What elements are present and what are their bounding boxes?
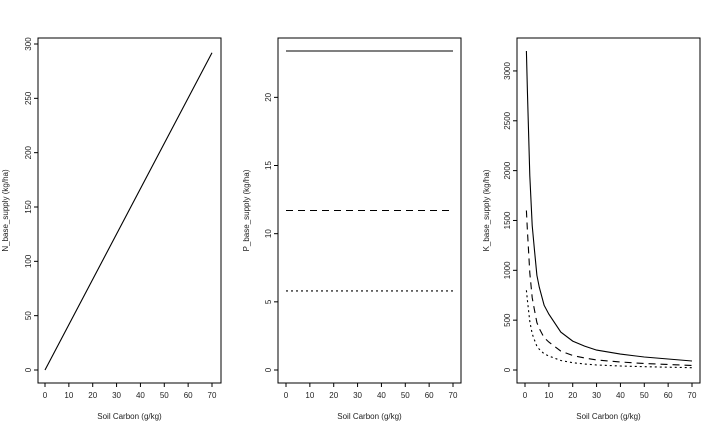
x-tick-label: 0 xyxy=(523,391,528,400)
chart-panel-2: 0 10 20 30 40 50 60 70 0 5 10 15 20 Soil Carbon (g/kg… xyxy=(242,37,462,421)
y-tick-label: 2000 xyxy=(503,161,512,179)
x-tick-label: 30 xyxy=(592,391,601,400)
x-tick-label: 60 xyxy=(425,391,434,400)
y-tick-label: 0 xyxy=(24,367,33,372)
y-axis-label: P_base_supply (kg/ha) xyxy=(242,169,251,251)
x-tick-label: 40 xyxy=(136,391,145,400)
y-tick-label: 0 xyxy=(264,367,273,372)
y-tick-label: 500 xyxy=(503,313,512,327)
x-tick-label: 30 xyxy=(112,391,121,400)
y-tick-label: 250 xyxy=(24,91,33,105)
y-axis-label: N_base_supply (kg/ha) xyxy=(1,169,10,252)
y-tick-label: 0 xyxy=(503,367,512,372)
y-tick-label: 15 xyxy=(264,161,273,170)
y-axis-label: K_base_supply (kg/ha) xyxy=(482,169,491,251)
x-tick-label: 20 xyxy=(329,391,338,400)
y-tick-label: 1500 xyxy=(503,211,512,229)
y-tick-label: 100 xyxy=(24,254,33,268)
y-tick-label: 2500 xyxy=(503,111,512,129)
x-tick-label: 20 xyxy=(88,391,97,400)
y-tick-label: 150 xyxy=(24,200,33,214)
x-tick-label: 50 xyxy=(640,391,649,400)
y-tick-label: 20 xyxy=(264,92,273,101)
y-tick-label: 5 xyxy=(264,299,273,304)
x-tick-label: 10 xyxy=(544,391,553,400)
y-tick-label: 3000 xyxy=(503,61,512,79)
x-tick-label: 60 xyxy=(664,391,673,400)
chart-panel-1: 0 10 20 30 40 50 60 70 0 50 100 150 200 250 300 Soil Ca… xyxy=(1,37,222,421)
series-line-dotted xyxy=(525,290,693,369)
x-tick-label: 0 xyxy=(43,391,48,400)
x-tick-label: 70 xyxy=(449,391,458,400)
plot-frame xyxy=(277,37,462,384)
series-line-solid xyxy=(44,52,213,371)
x-tick-label: 30 xyxy=(353,391,362,400)
x-axis-label: Soil Carbon (g/kg) xyxy=(337,412,402,421)
x-tick-label: 50 xyxy=(160,391,169,400)
y-tick-label: 200 xyxy=(24,145,33,159)
x-tick-label: 0 xyxy=(284,391,289,400)
x-tick-label: 20 xyxy=(568,391,577,400)
y-tick-label: 50 xyxy=(24,311,33,320)
x-tick-label: 70 xyxy=(208,391,217,400)
y-tick-label: 10 xyxy=(264,229,273,238)
plot-frame xyxy=(37,37,222,384)
x-tick-label: 10 xyxy=(64,391,73,400)
x-tick-label: 10 xyxy=(305,391,314,400)
series-line-solid xyxy=(525,50,693,362)
x-axis-label: Soil Carbon (g/kg) xyxy=(97,412,162,421)
x-axis-label: Soil Carbon (g/kg) xyxy=(576,412,641,421)
y-tick-label: 1000 xyxy=(503,261,512,279)
x-tick-label: 40 xyxy=(377,391,386,400)
chart-panel-3: 0 10 20 30 40 50 60 70 0 500 1000 1500 2000 2500 3000 S… xyxy=(482,37,701,421)
x-tick-label: 40 xyxy=(616,391,625,400)
series-line-dashed xyxy=(525,210,693,367)
x-tick-label: 70 xyxy=(688,391,697,400)
plot-frame xyxy=(516,37,701,384)
y-tick-label: 300 xyxy=(24,37,33,51)
x-tick-label: 50 xyxy=(401,391,410,400)
x-tick-label: 60 xyxy=(184,391,193,400)
